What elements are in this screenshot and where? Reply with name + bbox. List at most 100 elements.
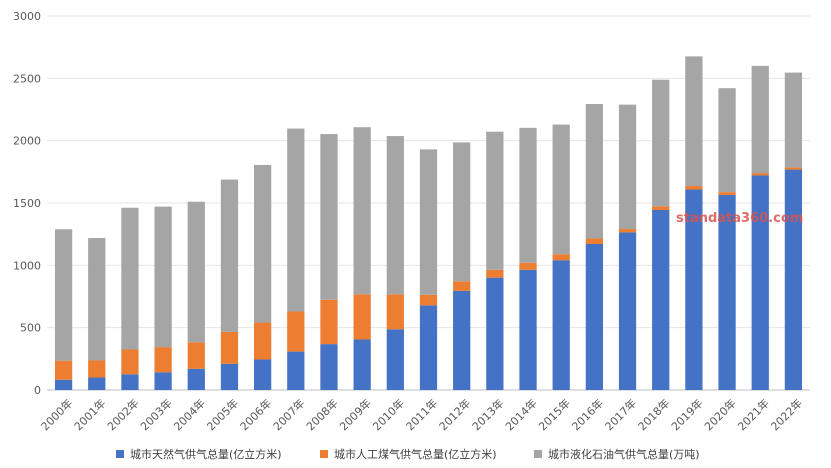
x-tick-label: 2005年 xyxy=(204,396,241,433)
x-tick-label: 2013年 xyxy=(469,396,506,433)
bar-segment-series-3 xyxy=(287,128,305,312)
bar-segment-series-1 xyxy=(618,232,637,390)
x-tick-label: 2019年 xyxy=(668,396,705,433)
bar-segment-series-1 xyxy=(552,260,570,390)
bar-segment-series-2 xyxy=(154,347,172,373)
bar-segment-series-2 xyxy=(552,254,570,261)
bar-segment-series-3 xyxy=(353,127,371,295)
bar-segment-series-2 xyxy=(320,299,338,345)
bar-segment-series-1 xyxy=(353,339,371,390)
bar-segment-series-1 xyxy=(254,359,272,390)
bar-segment-series-2 xyxy=(121,349,139,375)
x-tick-label: 2010年 xyxy=(370,396,407,433)
x-tick-label: 2020年 xyxy=(701,396,738,433)
bar-segment-series-3 xyxy=(154,206,172,348)
bar-segment-series-1 xyxy=(220,363,239,390)
bar-segment-series-3 xyxy=(784,72,803,168)
bar-segment-series-2 xyxy=(685,186,703,190)
bar-segment-series-2 xyxy=(220,331,239,364)
x-tick-label: 2017年 xyxy=(602,396,639,433)
legend-swatch xyxy=(534,450,542,458)
watermark: standata360.com xyxy=(676,211,803,226)
bar-segment-series-3 xyxy=(88,238,106,361)
bar-segment-series-2 xyxy=(88,360,106,378)
bar-segment-series-1 xyxy=(784,169,803,390)
bar-segment-series-2 xyxy=(751,173,769,176)
bar-segment-series-1 xyxy=(486,277,504,390)
bar-segment-series-1 xyxy=(453,290,471,390)
bar-segment-series-3 xyxy=(54,229,73,361)
bar-segment-series-1 xyxy=(320,344,338,390)
bar-segment-series-1 xyxy=(154,372,172,390)
y-tick-label: 3000 xyxy=(13,10,41,23)
bar-segment-series-1 xyxy=(585,244,603,390)
legend-swatch xyxy=(320,450,328,458)
bar-segment-series-1 xyxy=(419,305,438,390)
bar-segment-series-1 xyxy=(718,195,736,390)
bar-segment-series-2 xyxy=(54,360,73,380)
bar-segment-series-3 xyxy=(254,164,272,323)
x-tick-label: 2012年 xyxy=(436,396,473,433)
x-tick-label: 2006年 xyxy=(237,396,274,433)
bar-segment-series-3 xyxy=(685,56,703,187)
bar-segment-series-3 xyxy=(718,88,736,193)
x-tick-label: 2011年 xyxy=(403,396,440,433)
bar-segment-series-2 xyxy=(254,322,272,360)
bar-segment-series-2 xyxy=(784,167,803,170)
x-tick-label: 2002年 xyxy=(104,396,141,433)
bar-segment-series-2 xyxy=(652,206,670,210)
legend-label: 城市液化石油气供气总量(万吨) xyxy=(548,447,700,461)
bar-segment-series-3 xyxy=(585,104,603,239)
bar-segment-series-2 xyxy=(386,294,404,330)
bar-segment-series-1 xyxy=(685,189,703,390)
legend-label: 城市天然气供气总量(亿立方米) xyxy=(130,447,282,461)
x-tick-label: 2022年 xyxy=(768,396,805,433)
bar-segment-series-3 xyxy=(751,65,769,174)
x-tick-label: 2001年 xyxy=(71,396,108,433)
bar-segment-series-2 xyxy=(486,269,504,278)
legend-swatch xyxy=(116,450,124,458)
bar-segment-series-1 xyxy=(88,377,106,390)
x-tick-label: 2014年 xyxy=(502,396,539,433)
bar-segment-series-2 xyxy=(419,294,438,306)
bar-segment-series-3 xyxy=(652,79,670,207)
bar-segment-series-2 xyxy=(453,281,471,291)
x-tick-label: 2004年 xyxy=(171,396,208,433)
x-tick-label: 2016年 xyxy=(569,396,606,433)
x-tick-label: 2007年 xyxy=(270,396,307,433)
y-tick-label: 1500 xyxy=(13,197,41,210)
x-tick-label: 2008年 xyxy=(303,396,340,433)
bar-segment-series-3 xyxy=(320,134,338,300)
bar-segment-series-1 xyxy=(54,379,73,390)
bar-segment-series-1 xyxy=(287,351,305,390)
bar-segment-series-2 xyxy=(519,262,537,270)
bar-segment-series-2 xyxy=(187,342,205,369)
x-tick-label: 2018年 xyxy=(635,396,672,433)
x-tick-label: 2003年 xyxy=(137,396,174,433)
bar-segment-series-1 xyxy=(519,269,537,390)
y-tick-label: 2500 xyxy=(13,72,41,85)
x-tick-label: 2009年 xyxy=(336,396,373,433)
bar-segment-series-3 xyxy=(419,149,438,295)
bar-segment-series-1 xyxy=(652,209,670,390)
y-tick-label: 1000 xyxy=(13,259,41,272)
bar-segment-series-2 xyxy=(618,229,637,233)
x-tick-label: 2000年 xyxy=(38,396,75,433)
bar-segment-series-1 xyxy=(386,329,404,390)
legend: 城市天然气供气总量(亿立方米) 城市人工煤气供气总量(亿立方米) 城市液化石油气供气… xyxy=(116,447,700,461)
bar-segment-series-2 xyxy=(585,238,603,245)
bar-segment-series-3 xyxy=(386,136,404,295)
bar-segment-series-3 xyxy=(552,124,570,255)
bar-segment-series-1 xyxy=(187,368,205,390)
legend-label: 城市人工煤气供气总量(亿立方米) xyxy=(334,447,497,461)
bar-segment-series-2 xyxy=(718,192,736,196)
bar-segment-series-3 xyxy=(486,131,504,270)
y-tick-label: 500 xyxy=(20,322,41,335)
bar-segment-series-3 xyxy=(121,207,139,350)
bar-segment-series-3 xyxy=(453,142,471,282)
bar-segment-series-3 xyxy=(519,127,537,263)
bar-segment-series-1 xyxy=(121,374,139,390)
x-tick-label: 2021年 xyxy=(735,396,772,433)
